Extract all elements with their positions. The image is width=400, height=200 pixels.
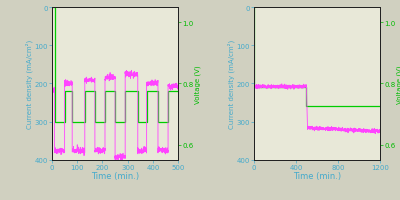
X-axis label: Time (min.): Time (min.) [293,171,341,180]
Y-axis label: Current density (mA/cm²): Current density (mA/cm²) [26,40,33,128]
Y-axis label: Voltage (V): Voltage (V) [195,65,202,103]
Y-axis label: Voltage (V): Voltage (V) [397,65,400,103]
X-axis label: Time (min.): Time (min.) [91,171,139,180]
Y-axis label: Current density (mA/cm²): Current density (mA/cm²) [227,40,235,128]
